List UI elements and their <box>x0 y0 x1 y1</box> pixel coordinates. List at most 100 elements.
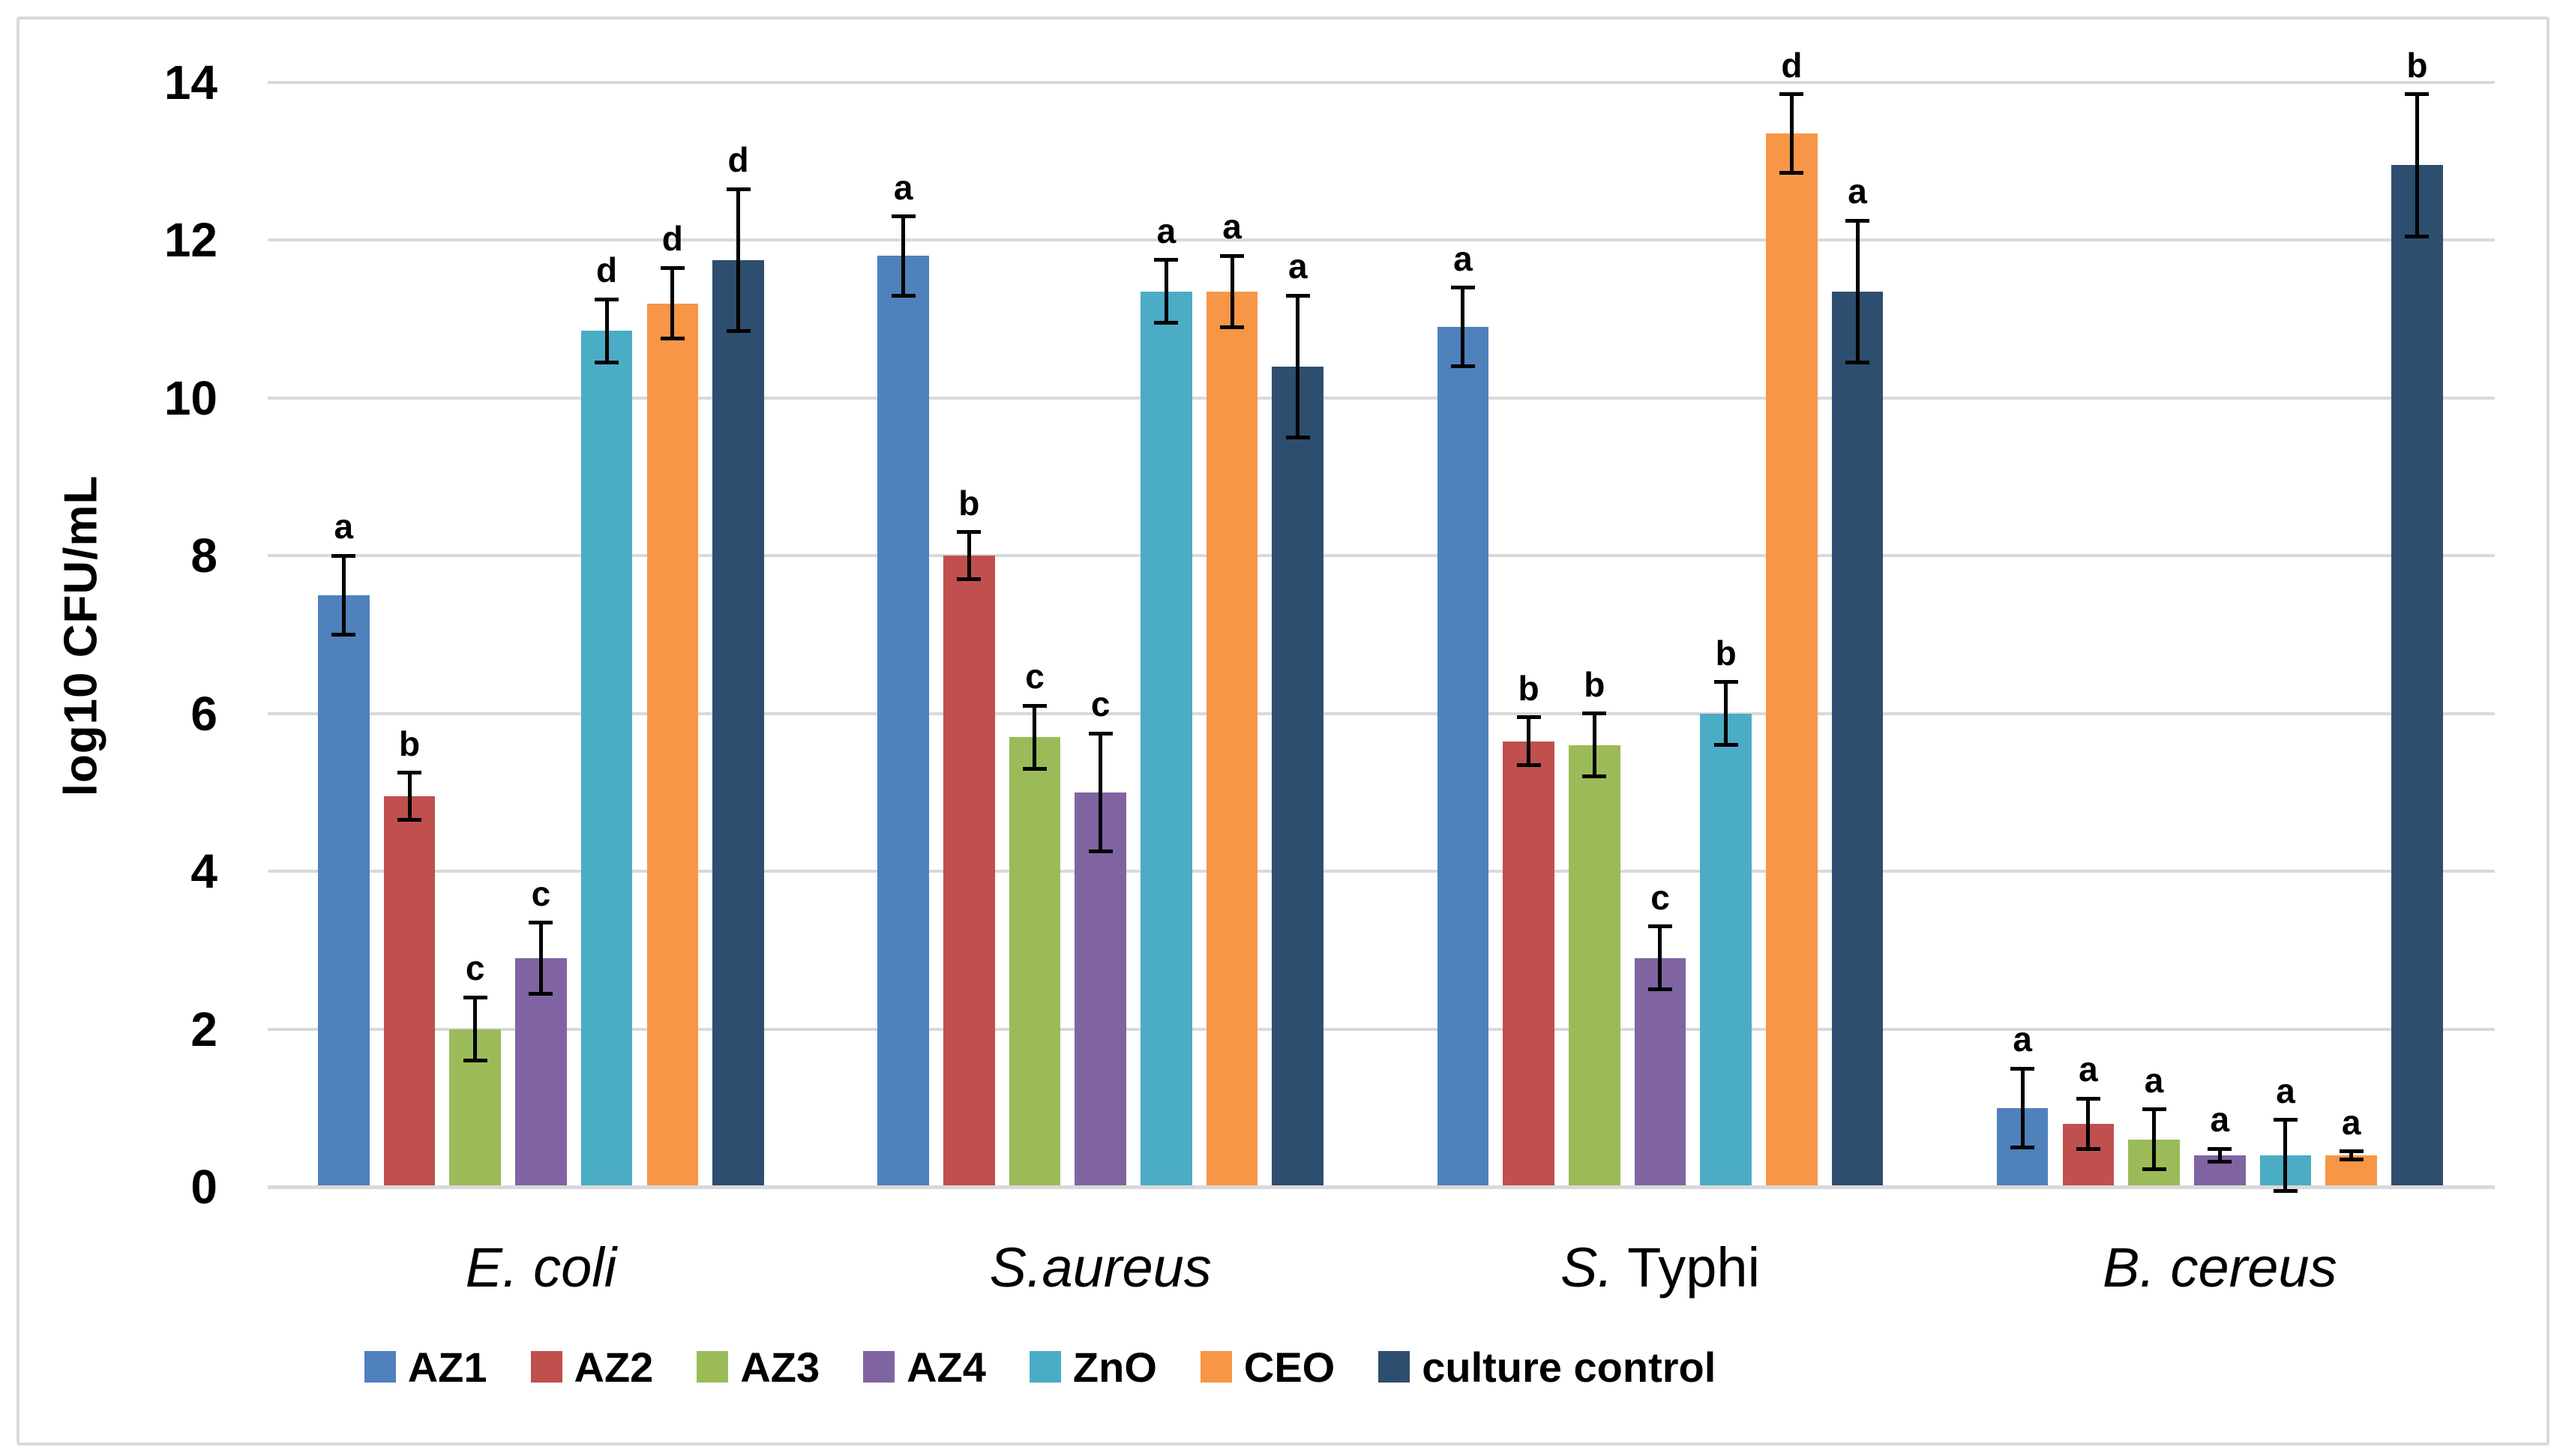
error-bar-line <box>604 299 609 363</box>
error-bar-cap <box>726 328 751 333</box>
error-bar-cap <box>1088 731 1113 735</box>
error-bar-line <box>1592 713 1596 777</box>
significance-letter: a <box>2276 1071 2295 1110</box>
significance-letter: b <box>1518 668 1539 708</box>
error-bar-cap <box>1516 762 1541 767</box>
gridline <box>268 81 2495 84</box>
legend-marker-icon <box>364 1351 396 1383</box>
error-bar-cap <box>1022 766 1047 771</box>
error-bar-cap <box>2339 1157 2364 1161</box>
error-bar-cap <box>463 1059 487 1063</box>
y-tick-label: 6 <box>190 686 217 741</box>
error-bar-cap <box>529 991 553 996</box>
category-label-text: E. coli <box>465 1236 617 1299</box>
error-bar-line <box>2217 1149 2222 1162</box>
y-axis-title: log10 CFU/mL <box>55 475 107 797</box>
legend-marker-icon <box>697 1351 729 1383</box>
error-bar-line <box>538 922 543 994</box>
bar-ceo-0 <box>646 303 699 1187</box>
error-bar-line <box>1527 717 1531 765</box>
bar-az1-1 <box>877 256 929 1187</box>
error-bar-cap <box>397 771 421 775</box>
error-bar-line <box>1789 94 1794 173</box>
bar-culture-control-3 <box>2391 165 2443 1187</box>
y-tick-label: 2 <box>190 1002 217 1056</box>
error-bar-cap <box>2142 1107 2166 1112</box>
bar-group: a a a a a a b <box>1996 0 2443 1193</box>
error-bar-cap <box>2405 92 2430 97</box>
error-bar-cap <box>660 337 685 341</box>
error-bar-cap <box>1516 715 1541 720</box>
significance-letter: c <box>531 873 551 913</box>
gridline <box>268 238 2495 242</box>
error-bar-cap <box>1154 321 1179 325</box>
error-bar-line <box>1099 733 1103 852</box>
error-bar-cap <box>1582 774 1607 779</box>
significance-letter: a <box>2144 1060 2164 1100</box>
error-bar-cap <box>331 633 356 637</box>
significance-letter: c <box>1090 685 1111 724</box>
error-bar-line <box>1658 926 1662 990</box>
error-bar-cap <box>2142 1167 2166 1172</box>
error-bar-cap <box>726 187 751 191</box>
legend-label: AZ3 <box>740 1343 820 1391</box>
bar-az4-2 <box>1634 957 1686 1187</box>
significance-letter: a <box>2013 1020 2032 1059</box>
legend-marker-icon <box>1029 1351 1061 1383</box>
bar-group: a b c c d d d <box>318 0 764 1187</box>
error-bar-line <box>407 772 412 820</box>
category-label: B. cereus <box>2103 1236 2337 1299</box>
error-bar-cap <box>1647 987 1672 992</box>
significance-letter: a <box>1222 207 1242 247</box>
significance-letter: c <box>465 948 485 988</box>
error-bar-cap <box>1450 364 1475 369</box>
gridline <box>268 554 2495 558</box>
bar-group: a b c c a a a <box>877 0 1324 1187</box>
significance-letter: d <box>596 250 618 290</box>
error-bar-line <box>2020 1068 2025 1148</box>
legend-label: culture control <box>1422 1343 1716 1391</box>
significance-letter: b <box>2406 45 2428 85</box>
bar-az4-1 <box>1075 792 1126 1187</box>
error-bar-cap <box>463 995 487 999</box>
error-bar-cap <box>331 553 356 558</box>
error-bar-cap <box>1779 92 1804 97</box>
gridline <box>268 1027 2495 1031</box>
error-bar-cap <box>2339 1149 2364 1154</box>
error-bar-cap <box>891 293 916 298</box>
error-bar-cap <box>1285 293 1310 298</box>
error-bar-cap <box>2273 1118 2298 1122</box>
error-bar-cap <box>891 214 916 219</box>
error-bar-cap <box>2076 1096 2100 1101</box>
legend-item-culture-control: culture control <box>1378 1343 1716 1392</box>
error-bar-cap <box>1713 743 1738 747</box>
error-bar-cap <box>595 361 619 364</box>
plot-area: a b c c d d d a b c c a a a a b b c b d a a a a a a a b <box>268 0 2495 1193</box>
bar-ceo-1 <box>1206 291 1258 1187</box>
error-bar-cap <box>397 818 421 822</box>
error-bar-cap <box>1713 680 1738 685</box>
category-label-text: B. cereus <box>2103 1236 2337 1299</box>
error-bar-cap <box>1285 435 1310 439</box>
error-bar-cap <box>957 530 982 535</box>
bar-az4-0 <box>515 957 567 1187</box>
error-bar-cap <box>1845 361 1870 364</box>
bar-zno-1 <box>1141 291 1192 1187</box>
significance-letter: b <box>958 483 980 523</box>
significance-letter: a <box>2079 1050 2098 1089</box>
significance-letter: a <box>1288 247 1308 286</box>
bar-az2-1 <box>943 556 995 1187</box>
bar-culture-control-1 <box>1272 366 1324 1187</box>
significance-letter: a <box>2210 1100 2230 1140</box>
bar-culture-control-2 <box>1831 291 1884 1187</box>
category-label-text: Typhi <box>1612 1236 1761 1299</box>
significance-letter: a <box>1156 211 1177 250</box>
error-bar-cap <box>957 577 982 582</box>
legend-label: CEO <box>1243 1343 1335 1391</box>
legend-marker-icon <box>1200 1351 1232 1383</box>
error-bar-cap <box>1220 253 1245 258</box>
error-bar-cap <box>1220 325 1245 329</box>
error-bar-cap <box>1154 258 1179 262</box>
error-bar-cap <box>2208 1159 2232 1164</box>
